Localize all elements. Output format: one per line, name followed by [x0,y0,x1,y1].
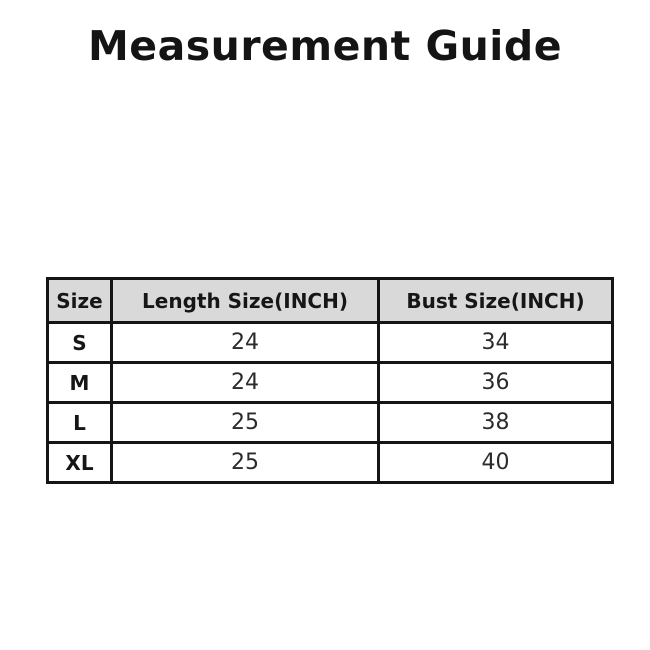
length-cell: 24 [110,361,380,404]
bust-cell: 36 [377,361,614,404]
bust-cell: 40 [377,441,614,484]
page-title: Measurement Guide [87,22,563,70]
size-cell: XL [46,441,113,484]
table-row-m: M 24 36 [46,361,614,404]
table-row-s: S 24 34 [46,321,614,364]
table-row-xl: XL 25 40 [46,441,614,484]
measurement-table: Size Length Size(INCH) Bust Size(INCH) S… [46,277,614,484]
bust-cell: 34 [377,321,614,364]
length-cell: 25 [110,401,380,444]
header-bust: Bust Size(INCH) [377,277,614,324]
header-length: Length Size(INCH) [110,277,380,324]
length-cell: 24 [110,321,380,364]
bust-cell: 38 [377,401,614,444]
size-cell: L [46,401,113,444]
table-header-row: Size Length Size(INCH) Bust Size(INCH) [46,277,614,324]
size-cell: S [46,321,113,364]
size-cell: M [46,361,113,404]
length-cell: 25 [110,441,380,484]
header-size: Size [46,277,113,324]
table-row-l: L 25 38 [46,401,614,444]
